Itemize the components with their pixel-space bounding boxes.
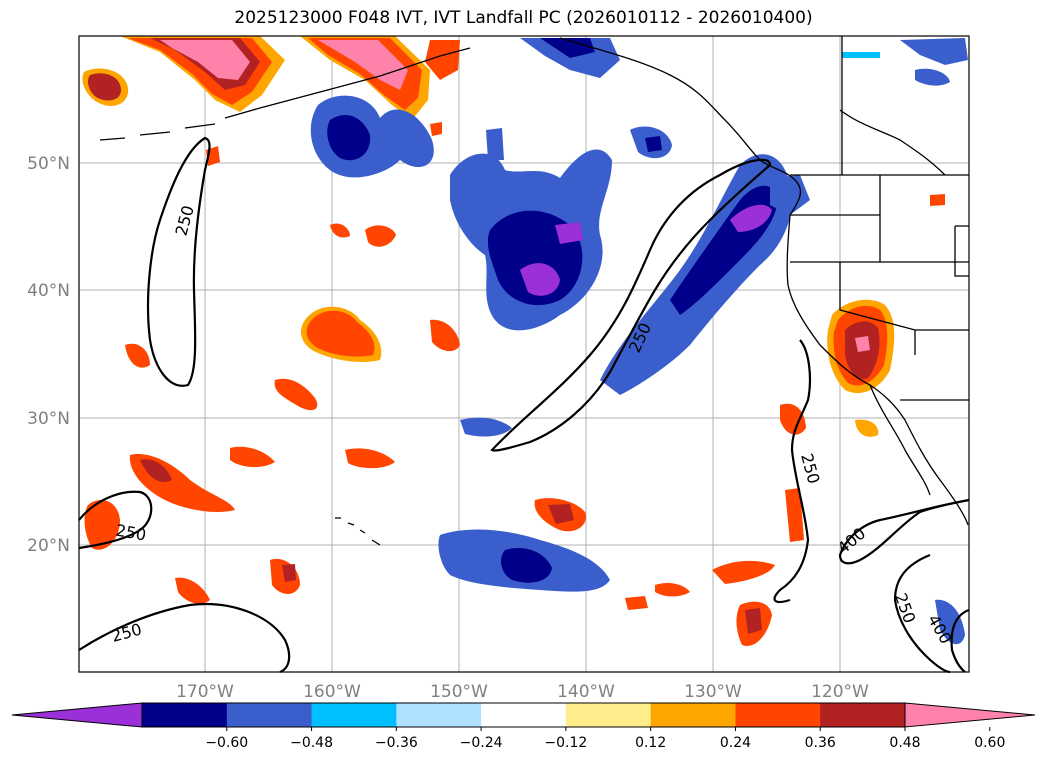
western-positive-blobs [84,223,690,610]
colorbar-segment [142,703,228,727]
california-positive-plume [712,194,965,646]
blob [88,73,122,101]
lon-tick-label: 120°W [811,682,869,702]
colorbar-segment [565,703,652,727]
atmospheric-river [600,154,810,395]
lon-tick-label: 140°W [557,682,615,702]
coastlines [99,36,969,546]
colorbar-tick-label: 0.36 [805,735,836,751]
colorbar-segment [820,703,906,727]
blob [430,122,442,136]
colorbar-tick-label: 0.12 [635,735,666,751]
colorbar-segment [396,703,482,727]
colorbar-tick-label: −0.36 [375,735,418,751]
blob [900,38,968,65]
colorbar-tick-label: −0.48 [290,735,333,751]
colorbar-tick-label: 0.24 [720,735,751,751]
ivt-contours [78,136,970,674]
colorbar-tick-label: −0.12 [544,735,587,751]
colorbar-segment [481,703,567,727]
lat-tick-label: 40°N [27,281,70,301]
colorbar-tick-label: −0.24 [460,735,503,751]
lat-tick-label: 30°N [27,409,70,429]
colorbar-segment [650,703,736,727]
colorbar-tick-label: 0.48 [889,735,920,751]
map-frame [78,35,970,673]
colorbar-segment [311,703,397,727]
colorbar-segment [735,703,821,727]
colorbar: −0.60 −0.48 −0.36 −0.24 −0.12 0.12 0.24 0.36 0.4… [11,702,1036,751]
map-title: 2025123000 F048 IVT, IVT Landfall PC (20… [234,8,813,28]
lat-axis-labels: 50°N 40°N 30°N 20°N [27,154,70,556]
lon-tick-label: 160°W [303,682,361,702]
colorbar-frame [141,702,906,728]
lat-tick-label: 20°N [27,536,70,556]
lon-tick-label: 170°W [176,682,234,702]
southern-negative-plume [438,417,610,592]
alaska-positive-plume [120,36,460,120]
lon-tick-label: 130°W [684,682,742,702]
ivt-shading [82,36,968,646]
colorbar-extend-high [904,702,1036,728]
colorbar-tick-label: 0.60 [974,735,1005,751]
north-negative-plume [310,38,672,178]
lat-tick-label: 50°N [27,154,70,174]
lon-tick-label: 150°W [430,682,488,702]
lon-axis-labels: 170°W 160°W 150°W 140°W 130°W 120°W [176,682,869,702]
central-negative-region [450,128,612,331]
colorbar-segment [226,703,313,727]
blob [915,68,950,86]
colorbar-extend-low [11,702,143,728]
blob [842,52,880,58]
colorbar-tick-label: −0.60 [205,735,248,751]
